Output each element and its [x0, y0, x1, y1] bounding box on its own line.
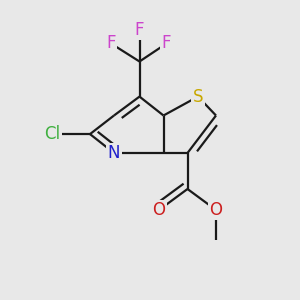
Text: F: F: [135, 21, 144, 39]
Text: N: N: [108, 144, 120, 162]
Text: S: S: [193, 88, 203, 106]
Text: F: F: [162, 34, 171, 52]
Text: O: O: [152, 201, 166, 219]
Text: F: F: [106, 34, 116, 52]
Text: Cl: Cl: [44, 125, 61, 143]
Text: O: O: [209, 201, 223, 219]
